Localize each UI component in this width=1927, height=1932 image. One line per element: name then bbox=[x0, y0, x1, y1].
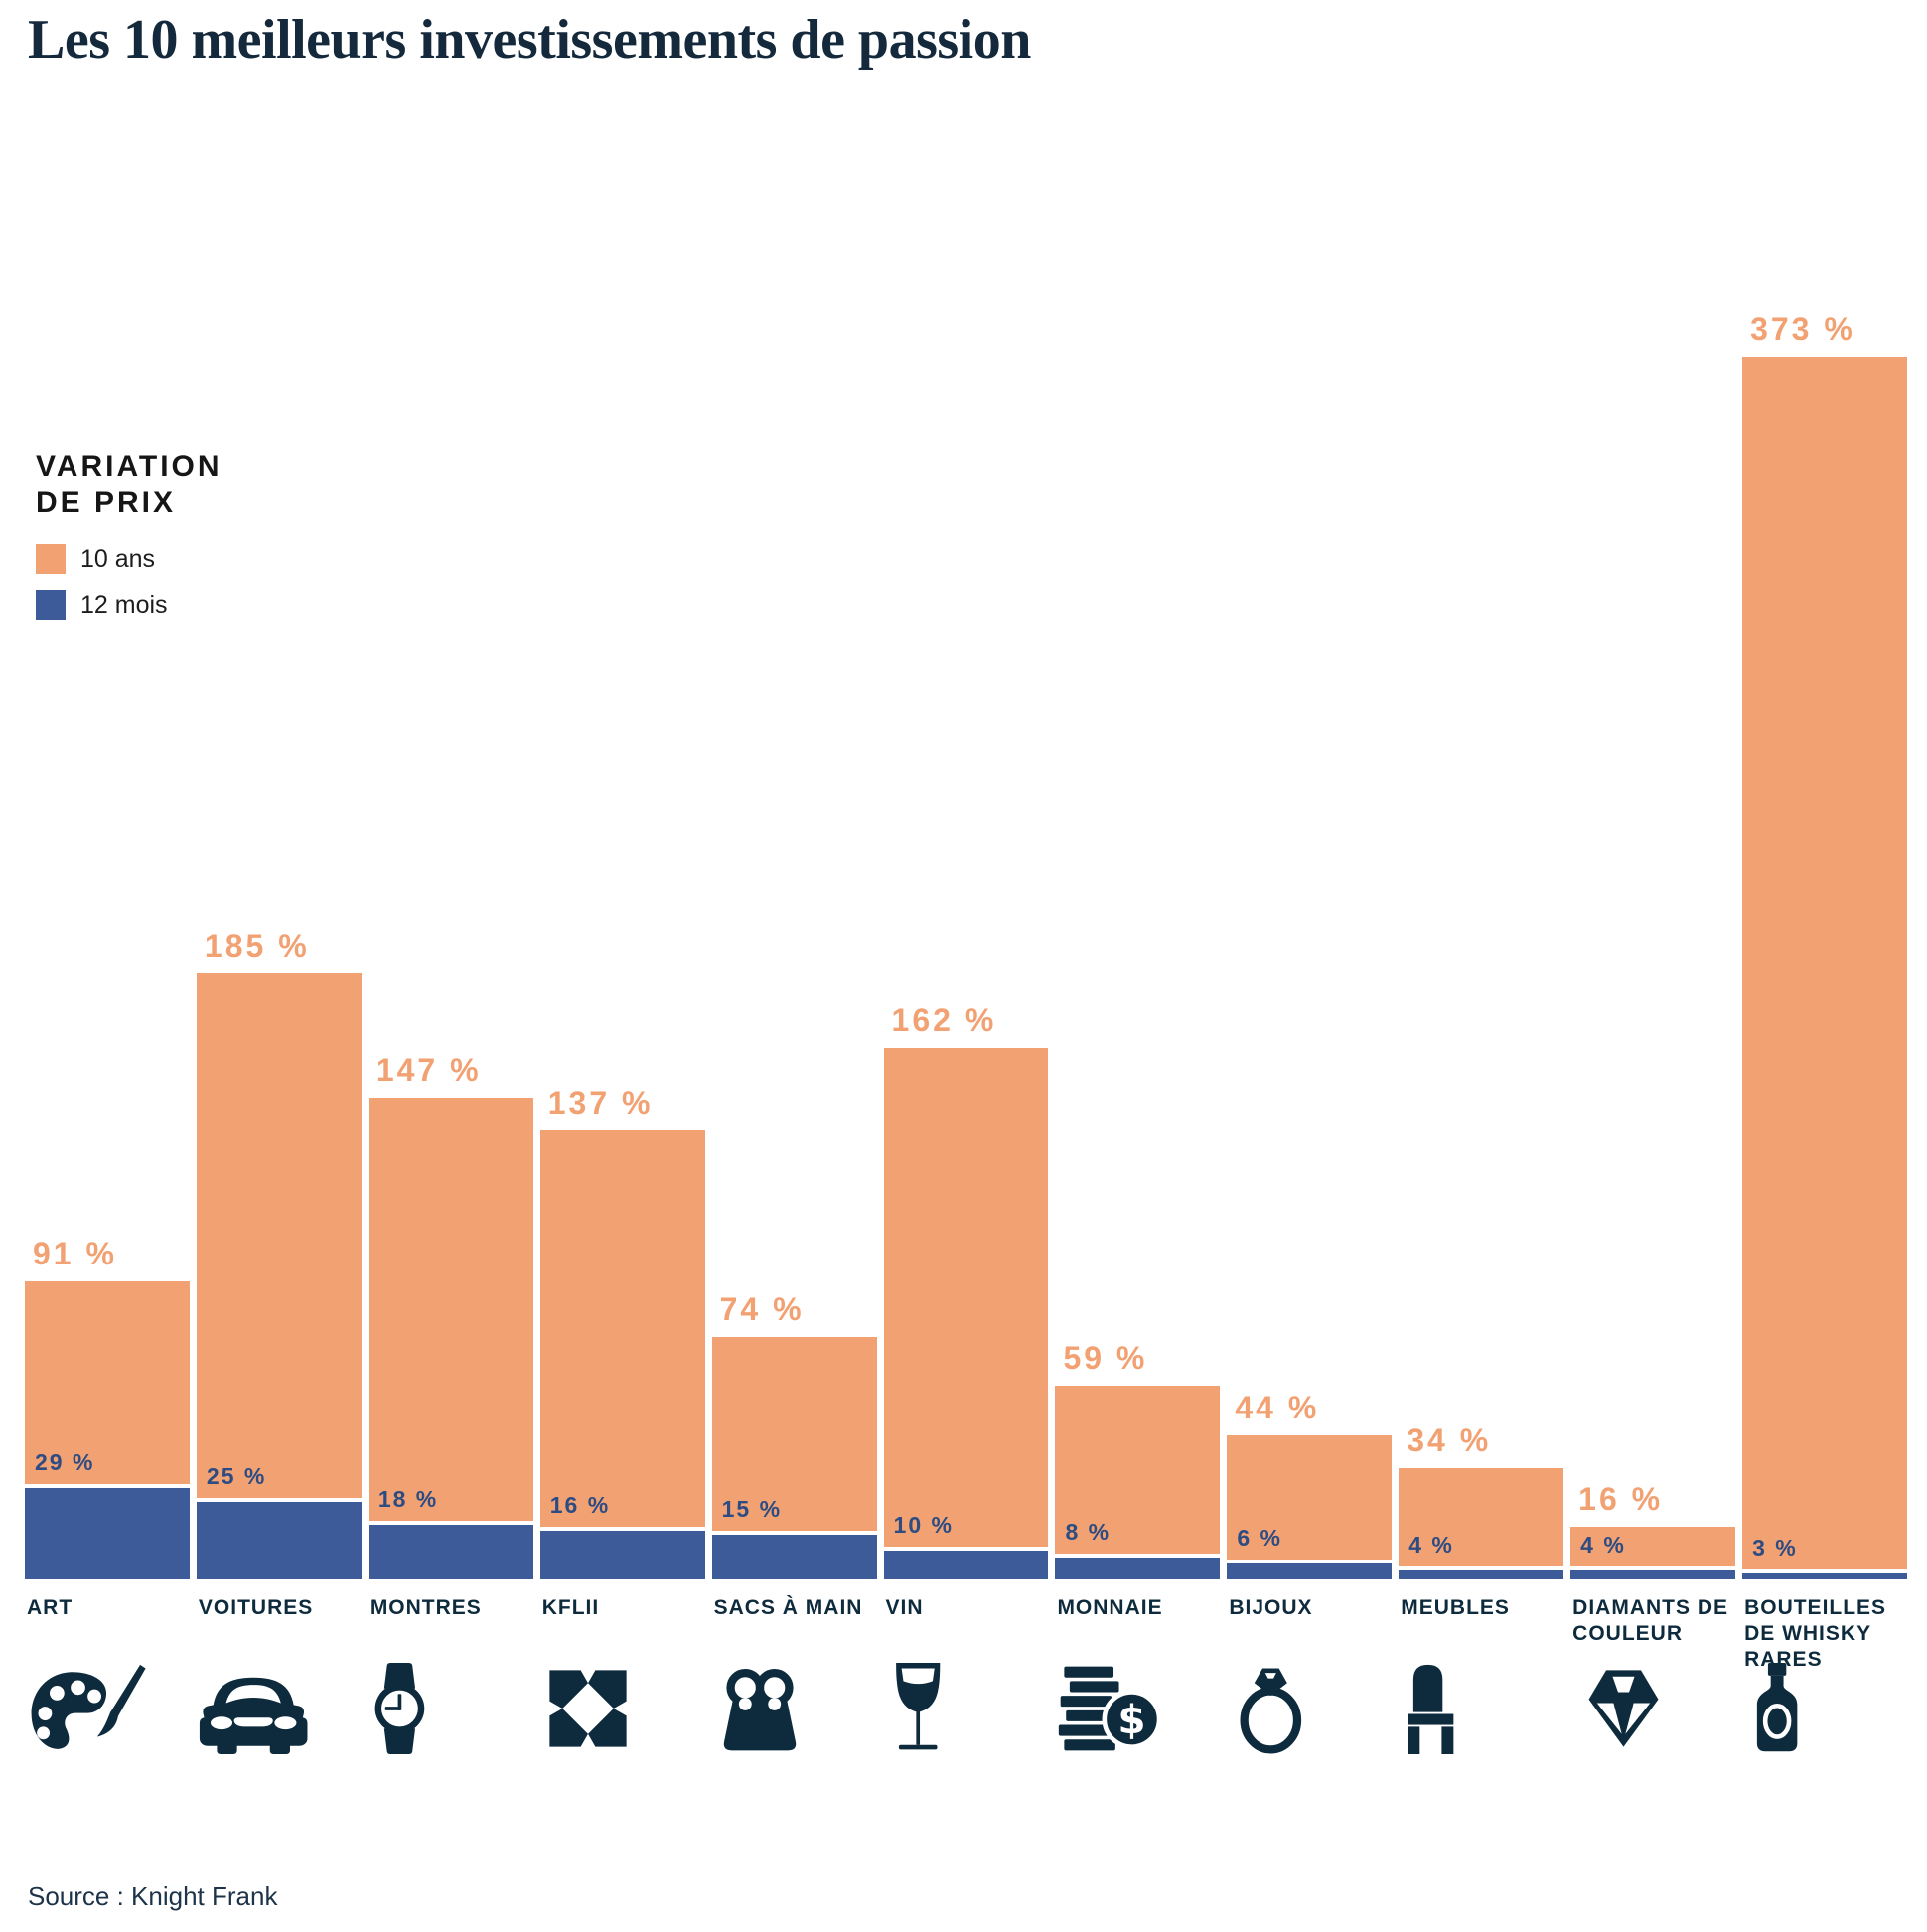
legend-item-10ans: 10 ans bbox=[36, 544, 222, 574]
bar-12mois bbox=[883, 1547, 1049, 1579]
coins-icon: $ bbox=[1057, 1663, 1160, 1754]
ring-icon bbox=[1229, 1663, 1313, 1754]
page-title: Les 10 meilleurs investissements de pass… bbox=[28, 9, 1031, 71]
chart-column: 91 % 29 % ART bbox=[25, 298, 190, 1749]
bar-label-10ans: 147 % bbox=[375, 1051, 482, 1088]
bar-10ans bbox=[368, 1097, 533, 1579]
bar-label-12mois: 6 % bbox=[1237, 1525, 1282, 1552]
category-label: ART bbox=[27, 1596, 74, 1619]
bar-label-10ans: 162 % bbox=[891, 1002, 997, 1039]
bar-10ans bbox=[1399, 1467, 1564, 1579]
chart-column: 74 % 15 % SACS À MAIN bbox=[711, 298, 877, 1751]
bar-label-10ans: 74 % bbox=[719, 1290, 805, 1327]
chart-column: 137 % 16 % KFLII bbox=[539, 298, 705, 1747]
bar-12mois bbox=[25, 1484, 190, 1579]
chart-column: 16 % 4 % DIAMANTS DE COULEUR bbox=[1570, 298, 1736, 1747]
bar-label-12mois: 8 % bbox=[1065, 1518, 1112, 1545]
chart-column: 373 % 3 % BOUTEILLES DE WHISKY RARES bbox=[1742, 298, 1907, 1752]
whisky-bottle-icon bbox=[1744, 1663, 1810, 1754]
wine-glass-icon bbox=[886, 1663, 950, 1754]
legend-title: VARIATION DE PRIX bbox=[36, 449, 222, 520]
category-label: KFLII bbox=[541, 1596, 600, 1619]
palette-icon bbox=[27, 1663, 147, 1754]
svg-text:$: $ bbox=[1118, 1696, 1146, 1743]
category-label: BIJOUX bbox=[1229, 1596, 1313, 1619]
bar-label-12mois: 10 % bbox=[893, 1512, 954, 1538]
handbag-icon bbox=[714, 1663, 806, 1754]
category-label: SACS À MAIN bbox=[713, 1596, 863, 1619]
legend-items: 10 ans 12 mois bbox=[36, 544, 222, 620]
bar-label-12mois: 3 % bbox=[1752, 1535, 1798, 1561]
category-label: VIN bbox=[885, 1596, 924, 1619]
bar-10ans bbox=[1742, 357, 1907, 1579]
bar-label-10ans: 373 % bbox=[1750, 311, 1855, 348]
category-label: MONNAIE bbox=[1057, 1596, 1163, 1619]
bar-10ans bbox=[1227, 1434, 1393, 1579]
category-label: MONTRES bbox=[370, 1596, 482, 1619]
legend-label-10ans: 10 ans bbox=[80, 544, 156, 573]
legend-title-line1: VARIATION bbox=[36, 450, 222, 483]
bar-12mois bbox=[1570, 1565, 1736, 1579]
category-label: MEUBLES bbox=[1401, 1596, 1510, 1619]
chart-column: 44 % 6 % BIJOUX bbox=[1227, 298, 1393, 1754]
bar-12mois bbox=[368, 1520, 533, 1579]
bar-label-12mois: 4 % bbox=[1408, 1531, 1454, 1558]
diamond-icon bbox=[1572, 1663, 1675, 1754]
bar-12mois bbox=[1399, 1565, 1564, 1579]
bar-label-10ans: 91 % bbox=[33, 1235, 117, 1271]
bar-12mois bbox=[196, 1497, 362, 1579]
watch-icon bbox=[371, 1663, 429, 1754]
bar-label-12mois: 29 % bbox=[35, 1449, 95, 1476]
chart-column: 59 % 8 % MONNAIE $ bbox=[1055, 298, 1221, 1751]
legend-swatch-10ans-icon bbox=[36, 544, 66, 574]
legend-item-12mois: 12 mois bbox=[36, 590, 222, 620]
bar-label-12mois: 4 % bbox=[1580, 1531, 1626, 1558]
bar-label-10ans: 137 % bbox=[547, 1084, 654, 1120]
bar-label-12mois: 25 % bbox=[206, 1462, 267, 1489]
bar-10ans bbox=[1055, 1386, 1221, 1579]
category-label: DIAMANTS DE COULEUR bbox=[1572, 1596, 1728, 1645]
bar-label-10ans: 34 % bbox=[1407, 1421, 1492, 1458]
chart-column: 147 % 18 % MONTRES bbox=[368, 298, 533, 1754]
car-icon bbox=[199, 1663, 308, 1754]
chair-icon bbox=[1401, 1663, 1461, 1754]
bar-12mois bbox=[1742, 1569, 1907, 1579]
bar-label-10ans: 185 % bbox=[204, 927, 310, 964]
bar-chart: 91 % 29 % ART 185 % 25 % VOITURES 147 % … bbox=[25, 298, 1907, 1754]
bar-label-12mois: 18 % bbox=[377, 1485, 439, 1512]
category-label: BOUTEILLES DE WHISKY RARES bbox=[1744, 1596, 1887, 1671]
source-note: Source : Knight Frank bbox=[28, 1881, 278, 1911]
bar-12mois bbox=[1227, 1560, 1393, 1579]
bar-label-10ans: 59 % bbox=[1063, 1340, 1148, 1377]
bar-10ans bbox=[883, 1048, 1049, 1579]
legend-title-line2: DE PRIX bbox=[36, 486, 177, 519]
bar-label-12mois: 16 % bbox=[549, 1492, 611, 1519]
bar-12mois bbox=[711, 1530, 877, 1579]
chart-column: 162 % 10 % VIN bbox=[883, 298, 1049, 1750]
legend-swatch-12mois-icon bbox=[36, 590, 66, 620]
bar-12mois bbox=[1055, 1553, 1221, 1579]
category-label: VOITURES bbox=[198, 1596, 314, 1619]
chart-column: 34 % 4 % MEUBLES bbox=[1399, 298, 1564, 1754]
legend: VARIATION DE PRIX 10 ans 12 mois bbox=[36, 449, 222, 636]
bar-label-12mois: 15 % bbox=[721, 1495, 783, 1522]
bar-12mois bbox=[539, 1527, 705, 1579]
bar-10ans bbox=[539, 1129, 705, 1579]
bar-label-10ans: 44 % bbox=[1235, 1389, 1320, 1425]
bar-10ans bbox=[196, 972, 362, 1579]
chart-column: 185 % 25 % VOITURES bbox=[196, 298, 362, 1754]
kflii-logo-icon bbox=[542, 1663, 634, 1754]
bar-label-10ans: 16 % bbox=[1578, 1481, 1664, 1518]
legend-label-12mois: 12 mois bbox=[80, 590, 168, 619]
